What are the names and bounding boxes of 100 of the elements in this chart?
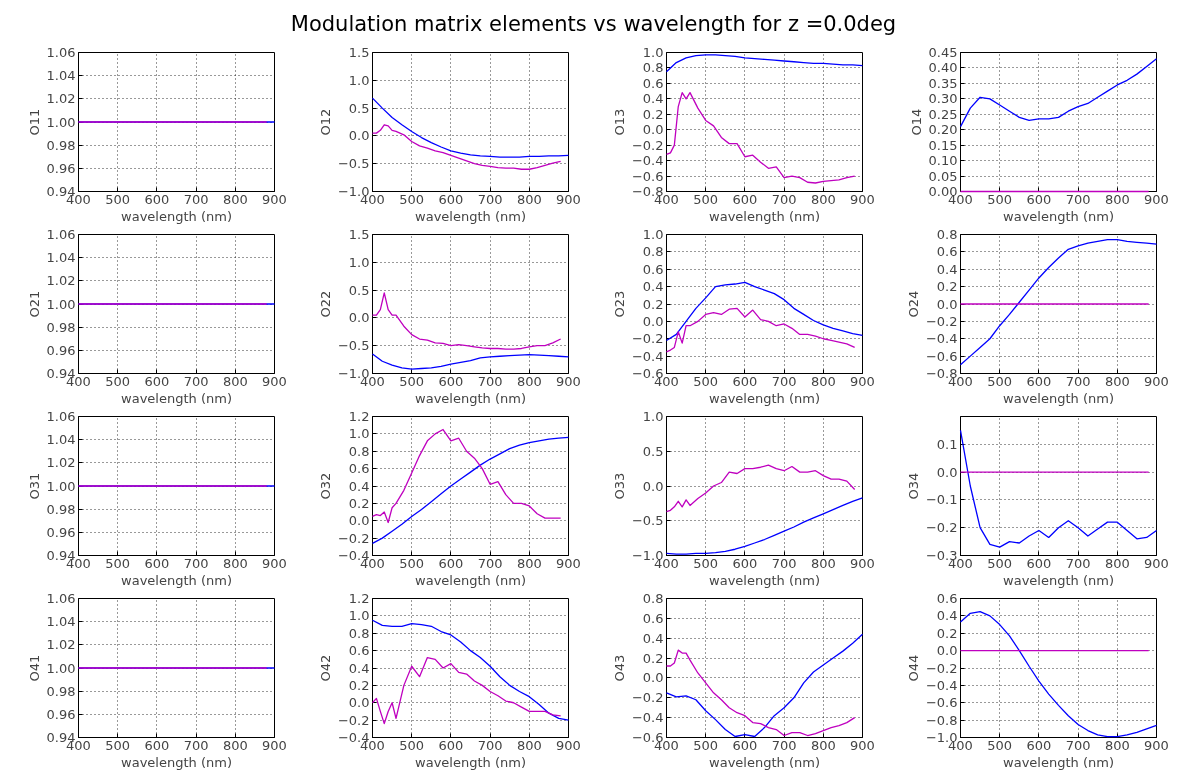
x-axis-title: wavelength (nm): [1003, 754, 1114, 770]
x-axis-title: wavelength (nm): [709, 572, 820, 588]
y-axis-title: O33: [611, 472, 627, 500]
x-axis-title: wavelength (nm): [1003, 572, 1114, 588]
x-tick-label: 900: [850, 737, 875, 753]
x-tick-label: 700: [477, 737, 503, 753]
y-tick-label: 1.02: [46, 273, 76, 289]
y-tick-label: 1.04: [46, 250, 76, 266]
y-tick-label: 1.0: [642, 45, 664, 60]
x-tick-label: 500: [399, 555, 425, 571]
y-tick-label: 0.2: [642, 106, 664, 122]
x-tick-label: 700: [1065, 737, 1091, 753]
y-axis-title: O42: [317, 654, 333, 682]
y-tick-label: 0.8: [348, 625, 370, 641]
y-tick-label: 0.4: [936, 608, 958, 624]
y-tick-label: −0.2: [631, 331, 664, 347]
y-tick-label: 0.1: [936, 436, 958, 452]
x-tick-label: 700: [1065, 191, 1091, 207]
y-tick-label: 1.0: [348, 72, 370, 88]
x-tick-label: 500: [105, 555, 131, 571]
x-tick-label: 600: [438, 737, 464, 753]
y-tick-label: −0.4: [631, 348, 664, 364]
x-tick-label: 800: [516, 555, 542, 571]
y-tick-label: 1.0: [642, 409, 664, 424]
x-axis-title: wavelength (nm): [709, 208, 820, 224]
x-axis-title: wavelength (nm): [415, 754, 526, 770]
x-tick-label: 800: [516, 191, 542, 207]
y-tick-label: 0.40: [928, 60, 958, 76]
x-tick-label: 800: [810, 555, 836, 571]
x-tick-label: 700: [477, 191, 503, 207]
x-tick-label: 800: [1104, 373, 1130, 389]
y-tick-label: 0.96: [46, 160, 76, 176]
y-tick-label: 0.98: [46, 683, 76, 699]
y-axis-title: O31: [26, 472, 42, 500]
y-tick-label: −0.2: [631, 690, 664, 706]
y-tick-label: 0.0: [348, 310, 370, 326]
x-tick-label: 800: [1104, 737, 1130, 753]
x-tick-label: 700: [183, 191, 209, 207]
x-tick-label: 700: [183, 737, 209, 753]
y-tick-label: 0.0: [642, 670, 664, 686]
y-tick-label: 0.25: [928, 106, 958, 122]
y-axis-title: O23: [611, 290, 627, 318]
x-tick-label: 500: [399, 373, 425, 389]
y-tick-label: 0.0: [348, 695, 370, 711]
y-tick-label: −0.6: [925, 348, 958, 364]
y-tick-label: 0.8: [642, 244, 664, 260]
x-tick-label: 600: [144, 555, 170, 571]
y-tick-label: 1.5: [348, 227, 370, 242]
y-tick-label: 1.04: [46, 68, 76, 84]
x-tick-label: 500: [693, 737, 719, 753]
x-tick-label: 900: [556, 555, 581, 571]
x-tick-label: 500: [987, 191, 1013, 207]
x-tick-label: 500: [987, 555, 1013, 571]
x-tick-label: 700: [477, 555, 503, 571]
y-tick-label: 0.2: [348, 495, 370, 511]
y-axis-title: O34: [905, 472, 921, 500]
x-tick-label: 900: [556, 737, 581, 753]
y-axis-title: O44: [905, 654, 921, 682]
y-tick-label: 0.0: [348, 128, 370, 144]
y-tick-label: 0.0: [642, 478, 664, 494]
x-tick-label: 700: [1065, 373, 1091, 389]
x-tick-label: 600: [144, 737, 170, 753]
x-tick-label: 500: [399, 191, 425, 207]
x-tick-label: 500: [693, 373, 719, 389]
y-tick-label: −0.5: [631, 513, 664, 529]
x-tick-label: 800: [222, 555, 248, 571]
x-axis-title: wavelength (nm): [121, 754, 232, 770]
y-tick-label: 0.15: [928, 137, 958, 153]
y-tick-label: −0.2: [631, 137, 664, 153]
x-tick-label: 600: [438, 191, 464, 207]
x-tick-label: 600: [732, 373, 758, 389]
x-tick-label: 700: [477, 373, 503, 389]
x-axis-title: wavelength (nm): [415, 208, 526, 224]
x-axis-title: wavelength (nm): [121, 390, 232, 406]
x-tick-label: 600: [1026, 373, 1052, 389]
x-tick-label: 800: [1104, 191, 1130, 207]
y-tick-label: 0.4: [642, 630, 664, 646]
y-tick-label: 1.00: [46, 478, 76, 494]
y-tick-label: 1.02: [46, 455, 76, 471]
y-tick-label: −0.1: [925, 492, 958, 508]
x-tick-label: 800: [516, 373, 542, 389]
y-tick-label: 0.5: [348, 100, 370, 116]
y-axis-title: O21: [26, 290, 42, 318]
y-tick-label: 0.6: [642, 261, 664, 277]
y-axis-title: O12: [317, 108, 333, 136]
x-tick-label: 900: [1144, 373, 1169, 389]
y-tick-label: 0.8: [642, 60, 664, 76]
y-tick-label: 1.04: [46, 614, 76, 630]
y-tick-label: −0.5: [337, 338, 370, 354]
x-tick-label: 800: [222, 373, 248, 389]
y-tick-label: 0.30: [928, 91, 958, 107]
y-tick-label: 0.6: [936, 244, 958, 260]
y-tick-label: 0.6: [348, 461, 370, 477]
y-axis-title: O32: [317, 472, 333, 500]
y-tick-label: 0.05: [928, 168, 958, 184]
x-tick-label: 500: [693, 555, 719, 571]
y-tick-label: 1.0: [348, 254, 370, 270]
x-tick-label: 700: [771, 737, 797, 753]
y-tick-label: 0.4: [642, 279, 664, 295]
y-tick-label: 1.2: [348, 591, 370, 606]
